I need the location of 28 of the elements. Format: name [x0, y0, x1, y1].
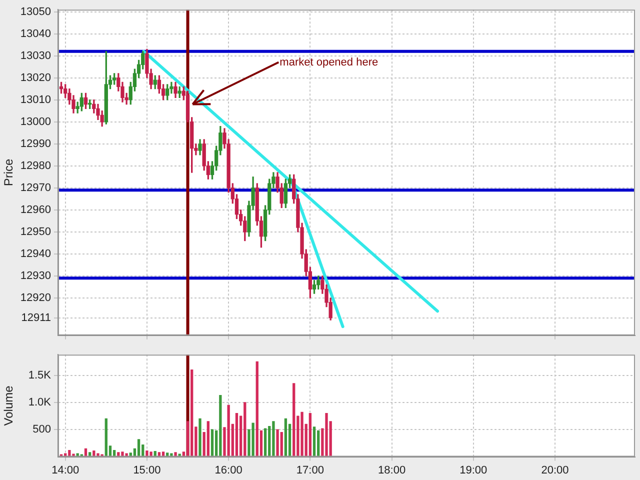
y-tick-label: 13020: [20, 72, 51, 84]
y-tick-label: 1.5K: [28, 369, 52, 382]
y-tick-label: 12990: [20, 138, 51, 150]
y-tick-label: 13010: [20, 94, 51, 106]
y-tick-label: 500: [32, 424, 51, 436]
x-tick-label: 17:00: [296, 464, 324, 476]
y-tick-label: 12970: [20, 182, 51, 194]
y-tick-label: 12960: [20, 204, 51, 216]
y-axis-title: Volume: [2, 385, 16, 426]
x-tick-label: 20:00: [541, 464, 569, 476]
y-tick-label: 12930: [20, 270, 51, 282]
x-tick-label: 18:00: [378, 464, 406, 476]
x-tick-label: 16:00: [214, 464, 242, 476]
y-tick-label: 12940: [20, 248, 51, 260]
y-tick-label: 12920: [20, 292, 51, 304]
y-tick-label: 13030: [20, 50, 51, 62]
y-axis-title: Price: [2, 158, 16, 186]
x-tick-label: 14:00: [52, 464, 80, 476]
y-tick-label: 13040: [20, 28, 51, 40]
annotation: market opened here: [280, 56, 378, 68]
y-tick-label: 1.0K: [28, 396, 52, 408]
y-tick-label: 13000: [20, 116, 51, 128]
y-tick-label: 13050: [20, 6, 51, 18]
y-tick-label: 12911: [21, 312, 51, 324]
y-tick-label: 12950: [20, 226, 51, 238]
x-tick-label: 15:00: [133, 464, 161, 476]
x-tick-label: 19:00: [460, 464, 488, 476]
y-tick-label: 12980: [20, 160, 51, 172]
